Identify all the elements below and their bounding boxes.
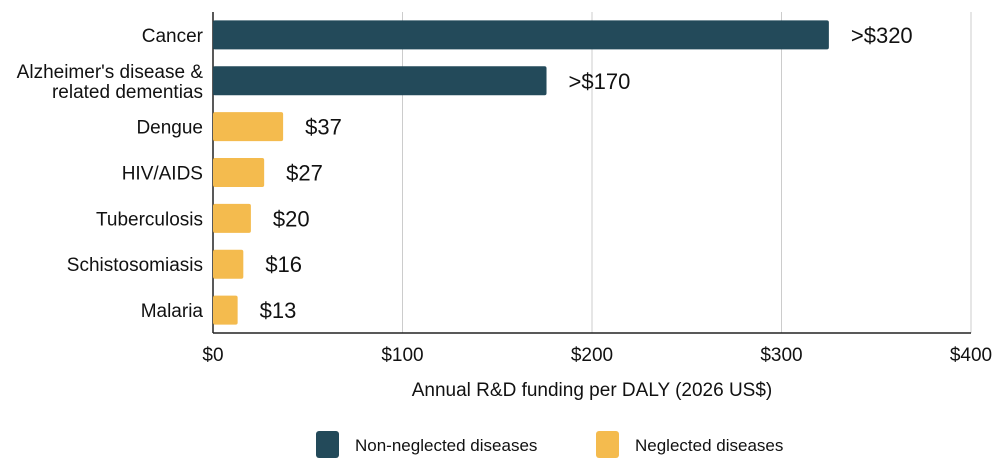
category-labels: Cancer Alzheimer's disease & related demen… [17, 26, 204, 322]
x-tick-label: $400 [950, 345, 992, 366]
category-label: Alzheimer's disease & related dementias [17, 62, 204, 103]
x-tick-label: $200 [571, 345, 613, 366]
category-label: HIV/AIDS [122, 164, 203, 185]
category-label: Malaria [141, 301, 204, 322]
bar [213, 66, 547, 96]
bars [213, 20, 829, 325]
data-label: >$320 [851, 23, 913, 48]
legend-label-non-neglected: Non-neglected diseases [355, 436, 537, 455]
data-label: $37 [305, 115, 342, 140]
category-label: Dengue [136, 118, 203, 139]
data-label: $13 [260, 298, 297, 323]
data-labels: >$320 >$170 $37 $27 $20 $16 $13 [260, 23, 913, 323]
legend-swatch-neglected [596, 431, 619, 458]
x-tick-label: $100 [381, 345, 423, 366]
x-tick-label: $300 [760, 345, 802, 366]
data-label: $16 [265, 252, 302, 277]
legend-label-neglected: Neglected diseases [635, 436, 783, 455]
x-tick-labels: $0 $100 $200 $300 $400 [202, 345, 992, 366]
legend-swatch-non-neglected [316, 431, 339, 458]
legend: Non-neglected diseases Neglected disease… [316, 431, 783, 458]
bar [213, 249, 244, 279]
x-tick-label: $0 [202, 345, 223, 366]
category-label: Cancer [142, 26, 204, 47]
data-label: $27 [286, 161, 323, 186]
x-axis-title: Annual R&D funding per DALY (2026 US$) [412, 380, 773, 401]
bar [213, 203, 251, 233]
category-label: Schistosomiasis [67, 255, 203, 276]
category-label: Tuberculosis [96, 209, 203, 230]
bar [213, 158, 265, 187]
gridlines [212, 12, 972, 334]
bar [213, 295, 238, 325]
data-label: $20 [273, 206, 310, 231]
bar [213, 112, 284, 142]
bar [213, 20, 829, 50]
data-label: >$170 [569, 69, 631, 94]
